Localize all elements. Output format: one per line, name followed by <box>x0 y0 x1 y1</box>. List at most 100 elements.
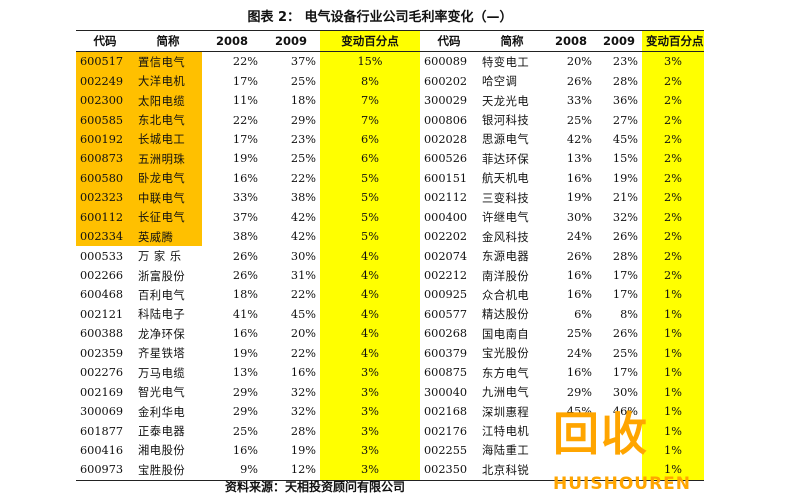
company-name-cell: 浙富股份 <box>138 269 186 283</box>
company-name-cell: 航天机电 <box>482 172 530 186</box>
change-points-cell: 1% <box>642 285 704 305</box>
change-points-cell: 2% <box>642 265 704 286</box>
stock-code-cell: 002255 <box>424 443 468 457</box>
company-name-cell: 南洋股份 <box>482 269 530 283</box>
change-points-cell: 1% <box>642 363 704 383</box>
company-name-cell: 正泰电器 <box>138 425 186 439</box>
margin-2008-cell: 17% <box>232 74 258 88</box>
change-points-cell: 3% <box>320 401 420 422</box>
margin-2009-cell: 32% <box>290 385 316 399</box>
table-row: 300069 金利华电 29% 32% 3% 002168 深圳惠程 45% 46% 1% <box>76 401 704 422</box>
margin-2009-cell: 23% <box>612 55 638 69</box>
margin-2008-cell: 25% <box>566 327 592 341</box>
change-points-cell: 6% <box>320 149 420 169</box>
company-name-cell: 万马电缆 <box>138 366 186 380</box>
company-name-cell: 百利电气 <box>138 288 186 302</box>
margin-2008-cell: 38% <box>232 230 258 244</box>
change-points-cell: 1% <box>642 343 704 363</box>
margin-2009-cell: 45% <box>290 307 316 321</box>
company-name-cell: 特变电工 <box>482 55 530 69</box>
margin-2008-cell: 25% <box>232 424 258 438</box>
company-name-cell: 思源电气 <box>482 133 530 147</box>
table-row: 600388 龙净环保 16% 20% 4% 600268 国电南自 25% 26% 1% <box>76 324 704 344</box>
company-name-cell: 长征电气 <box>134 207 202 227</box>
margin-2009-cell: 29% <box>290 113 316 127</box>
company-name-cell: 国电南自 <box>482 327 530 341</box>
margin-2008-cell: 24% <box>566 230 592 244</box>
margin-2009-cell: 42% <box>290 230 316 244</box>
company-name-cell: 众合机电 <box>482 288 530 302</box>
column-header: 代码 <box>420 30 478 52</box>
margin-2008-cell: 18% <box>232 288 258 302</box>
margin-2009-cell: 42% <box>290 210 316 224</box>
margin-2008-cell: 13% <box>232 366 258 380</box>
margin-2008-cell: 41% <box>232 307 258 321</box>
company-name-cell: 智光电气 <box>138 386 186 400</box>
margin-2009-cell: 28% <box>612 74 638 88</box>
stock-code-cell: 600379 <box>424 346 468 360</box>
table-row: 000533 万 家 乐 26% 30% 4% 002074 东源电器 26% 28% 2% <box>76 246 704 266</box>
change-points-cell: 3% <box>320 440 420 461</box>
table-row: 600112 长征电气 37% 42% 5% 000400 许继电气 30% 32% 2% <box>76 207 704 227</box>
stock-code-cell: 002350 <box>420 460 478 481</box>
stock-code-cell: 600192 <box>76 129 134 150</box>
margin-2008-cell: 11% <box>232 94 258 108</box>
change-points-cell: 1% <box>642 460 704 481</box>
change-points-cell: 6% <box>320 129 420 150</box>
stock-code-cell: 300029 <box>424 94 468 108</box>
stock-code-cell: 002202 <box>424 230 468 244</box>
margin-2008-cell: 29% <box>232 405 258 419</box>
company-name-cell: 英威腾 <box>134 226 202 247</box>
margin-2009-cell: 21% <box>612 191 638 205</box>
column-header: 2009 <box>596 30 642 52</box>
stock-code-cell: 002266 <box>80 269 124 283</box>
company-name-cell: 龙净环保 <box>138 327 186 341</box>
margin-2009-cell: 32% <box>612 210 638 224</box>
margin-2008-cell: 33% <box>566 94 592 108</box>
table-row: 002276 万马电缆 13% 16% 3% 600875 东方电气 16% 17% 1% <box>76 363 704 383</box>
company-name-cell: 卧龙电气 <box>134 168 202 189</box>
company-name-cell: 长城电工 <box>134 129 202 150</box>
margin-2008-cell: 26% <box>232 249 258 263</box>
table-row: 002121 科陆电子 41% 45% 4% 600577 精达股份 6% 8% 1% <box>76 304 704 325</box>
margin-2009-cell: 19% <box>612 171 638 185</box>
change-points-cell: 1% <box>642 382 704 402</box>
margin-2009-cell: 26% <box>612 230 638 244</box>
stock-code-cell: 002212 <box>424 269 468 283</box>
change-points-cell: 5% <box>320 188 420 208</box>
stock-code-cell: 002168 <box>424 405 468 419</box>
stock-code-cell: 002249 <box>76 71 134 91</box>
stock-code-cell: 002169 <box>80 385 124 399</box>
margin-2008-cell: 6% <box>574 307 592 321</box>
margin-2008-cell: 16% <box>232 443 258 457</box>
company-name-cell: 深圳惠程 <box>482 405 530 419</box>
margin-2008-cell: 13% <box>566 152 592 166</box>
stock-code-cell: 002121 <box>80 307 124 321</box>
stock-code-cell: 002300 <box>76 90 134 111</box>
company-name-cell: 大洋电机 <box>134 71 202 91</box>
change-points-cell: 2% <box>642 188 704 208</box>
margin-2008-cell <box>546 460 596 481</box>
margin-2009-cell: 30% <box>290 249 316 263</box>
company-name-cell: 北京科锐 <box>478 460 546 481</box>
stock-code-cell: 002176 <box>424 424 468 438</box>
margin-2008-cell: 29% <box>232 385 258 399</box>
margin-2009-cell: 30% <box>612 385 638 399</box>
margin-2009-cell: 32% <box>290 405 316 419</box>
company-name-cell: 置信电气 <box>134 51 202 72</box>
stock-code-cell: 002028 <box>424 132 468 146</box>
margin-2008-cell: 30% <box>566 210 592 224</box>
company-name-cell: 九洲电气 <box>482 386 530 400</box>
column-header: 2008 <box>202 30 262 52</box>
change-points-cell: 3% <box>320 382 420 402</box>
margin-2008-cell: 19% <box>566 191 592 205</box>
margin-2008-cell: 45% <box>566 405 592 419</box>
margin-2009-cell: 27% <box>612 113 638 127</box>
change-points-cell: 1% <box>642 421 704 441</box>
margin-2008-cell: 9% <box>202 460 262 481</box>
company-name-cell: 东源电器 <box>482 250 530 264</box>
company-name-cell: 天龙光电 <box>482 94 530 108</box>
table-row: 002300 太阳电缆 11% 18% 7% 300029 天龙光电 33% 36% 2% <box>76 90 704 111</box>
company-name-cell: 海陆重工 <box>482 444 530 458</box>
change-points-cell: 1% <box>642 401 704 422</box>
